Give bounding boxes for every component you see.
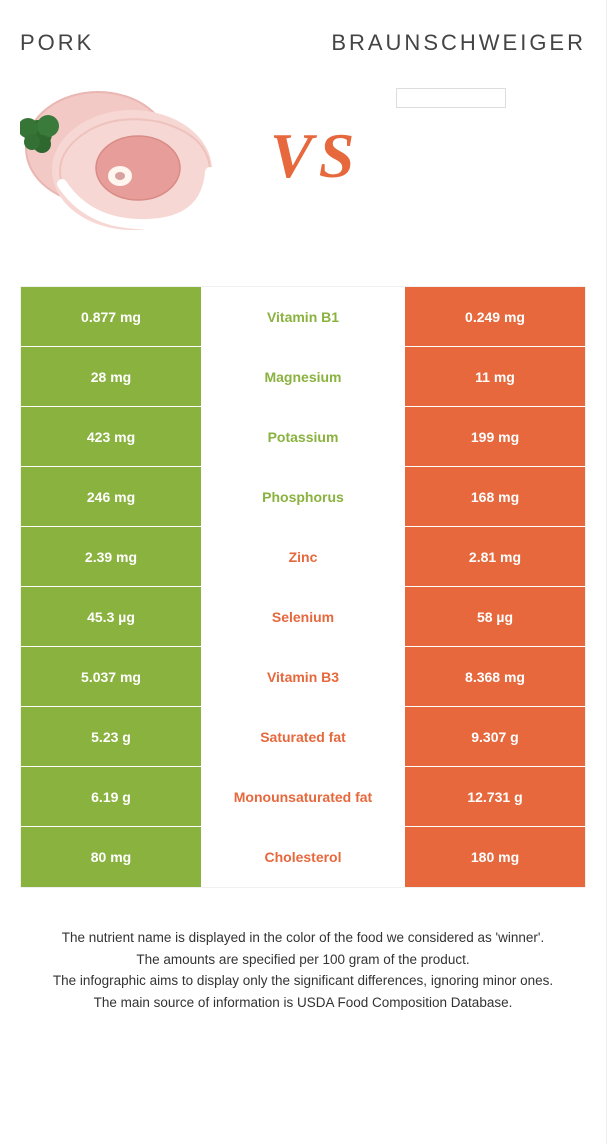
table-row: 0.877 mgVitamin B10.249 mg <box>21 287 585 347</box>
vs-label: VS <box>270 119 360 193</box>
right-value: 199 mg <box>405 407 585 466</box>
comparison-header: Pork Braunschweiger <box>0 0 606 66</box>
table-row: 6.19 gMonounsaturated fat12.731 g <box>21 767 585 827</box>
left-value: 6.19 g <box>21 767 201 826</box>
left-food-title: Pork <box>20 30 94 56</box>
footnote-line: The main source of information is USDA F… <box>20 993 586 1013</box>
right-food-title: Braunschweiger <box>331 30 586 56</box>
right-value: 11 mg <box>405 347 585 406</box>
right-value: 58 µg <box>405 587 585 646</box>
footnotes: The nutrient name is displayed in the co… <box>20 928 586 1012</box>
footnote-line: The nutrient name is displayed in the co… <box>20 928 586 948</box>
table-row: 80 mgCholesterol180 mg <box>21 827 585 887</box>
table-row: 2.39 mgZinc2.81 mg <box>21 527 585 587</box>
hero-section: VS <box>0 66 606 266</box>
nutrient-name: Saturated fat <box>201 707 405 766</box>
left-value: 5.23 g <box>21 707 201 766</box>
nutrient-name: Phosphorus <box>201 467 405 526</box>
nutrient-name: Potassium <box>201 407 405 466</box>
nutrient-name: Cholesterol <box>201 827 405 887</box>
pork-chop-icon <box>20 76 220 236</box>
left-value: 423 mg <box>21 407 201 466</box>
right-image-placeholder <box>396 88 506 108</box>
right-value: 8.368 mg <box>405 647 585 706</box>
nutrient-name: Magnesium <box>201 347 405 406</box>
right-value: 9.307 g <box>405 707 585 766</box>
footnote-line: The amounts are specified per 100 gram o… <box>20 950 586 970</box>
right-value: 168 mg <box>405 467 585 526</box>
nutrient-name: Selenium <box>201 587 405 646</box>
footnote-line: The infographic aims to display only the… <box>20 971 586 991</box>
right-value: 180 mg <box>405 827 585 887</box>
left-value: 45.3 µg <box>21 587 201 646</box>
right-value: 12.731 g <box>405 767 585 826</box>
nutrient-comparison-table: 0.877 mgVitamin B10.249 mg28 mgMagnesium… <box>20 286 586 888</box>
nutrient-name: Monounsaturated fat <box>201 767 405 826</box>
left-value: 28 mg <box>21 347 201 406</box>
right-value: 2.81 mg <box>405 527 585 586</box>
table-row: 423 mgPotassium199 mg <box>21 407 585 467</box>
nutrient-name: Vitamin B3 <box>201 647 405 706</box>
right-value: 0.249 mg <box>405 287 585 346</box>
table-row: 5.037 mgVitamin B38.368 mg <box>21 647 585 707</box>
left-value: 5.037 mg <box>21 647 201 706</box>
left-value: 0.877 mg <box>21 287 201 346</box>
left-value: 80 mg <box>21 827 201 887</box>
left-value: 246 mg <box>21 467 201 526</box>
nutrient-name: Zinc <box>201 527 405 586</box>
table-row: 246 mgPhosphorus168 mg <box>21 467 585 527</box>
table-row: 28 mgMagnesium11 mg <box>21 347 585 407</box>
left-value: 2.39 mg <box>21 527 201 586</box>
table-row: 45.3 µgSelenium58 µg <box>21 587 585 647</box>
table-row: 5.23 gSaturated fat9.307 g <box>21 707 585 767</box>
nutrient-name: Vitamin B1 <box>201 287 405 346</box>
